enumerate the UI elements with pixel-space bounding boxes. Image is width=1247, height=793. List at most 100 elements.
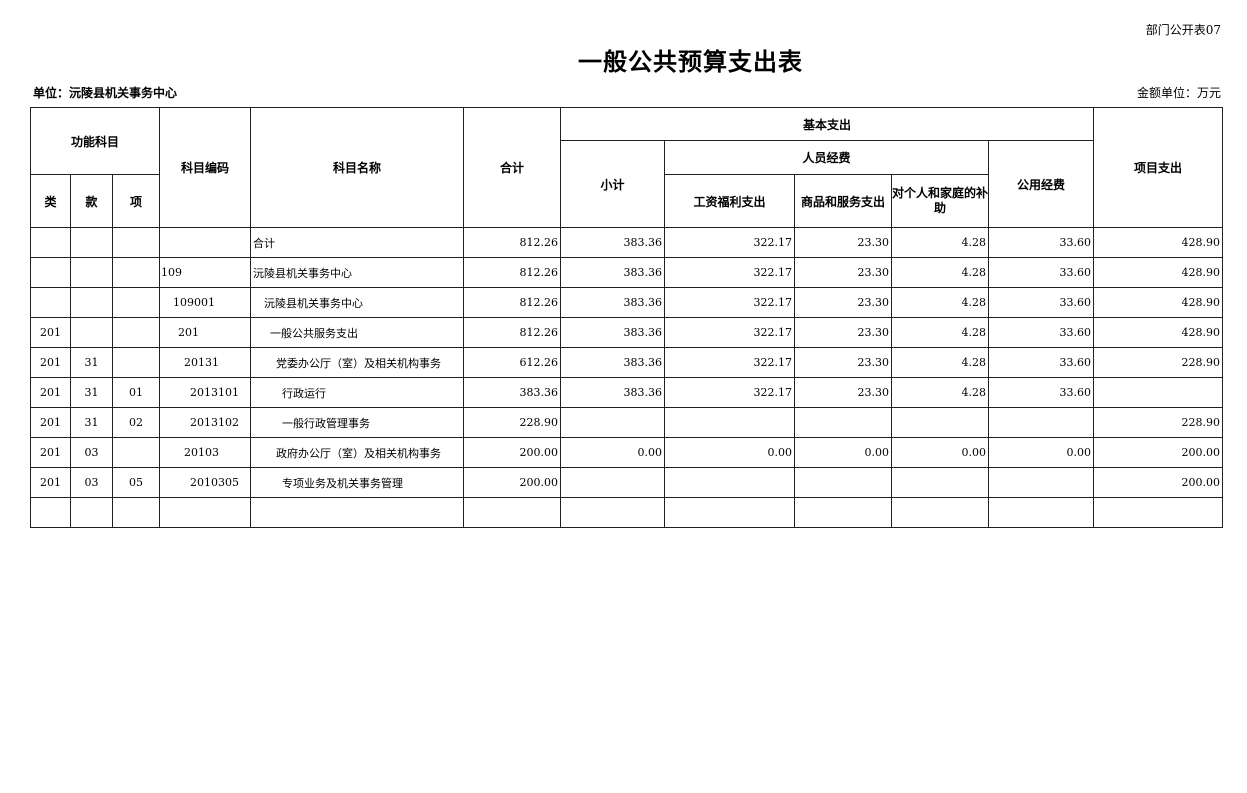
cell-goods: 23.30 (794, 257, 892, 288)
cell-code: 109 (159, 257, 251, 288)
cell-name: 沅陵县机关事务中心 (250, 287, 464, 318)
cell-project: 200.00 (1093, 437, 1223, 468)
cell-name: 合计 (250, 227, 464, 258)
header-wages: 工资福利支出 (664, 174, 795, 228)
table-row: 201 31 20131 党委办公厅（室）及相关机构事务 612.26 383.36 322… (30, 347, 1223, 378)
cell-subtotal (560, 407, 665, 438)
table-row: 201 03 20103 政府办公厅（室）及相关机构事务 200.00 0.00 0.00 0… (30, 437, 1223, 468)
cell-wages: 322.17 (664, 317, 795, 348)
cell-code: 2010305 (159, 467, 251, 498)
cell-name: 沅陵县机关事务中心 (250, 257, 464, 288)
cell-goods (794, 497, 892, 528)
cell-subtotal: 383.36 (560, 257, 665, 288)
cell-subsidy: 4.28 (891, 257, 989, 288)
cell-xiang (112, 497, 160, 528)
cell-subsidy: 4.28 (891, 227, 989, 258)
cell-code: 2013101 (159, 377, 251, 408)
cell-lei: 201 (30, 377, 71, 408)
cell-project: 428.90 (1093, 257, 1223, 288)
cell-total: 812.26 (463, 257, 561, 288)
cell-code: 201 (159, 317, 251, 348)
cell-goods: 23.30 (794, 377, 892, 408)
cell-lei: 201 (30, 317, 71, 348)
header-kuan: 款 (70, 174, 113, 228)
cell-project (1093, 377, 1223, 408)
cell-total: 200.00 (463, 467, 561, 498)
cell-public (988, 467, 1094, 498)
cell-wages: 0.00 (664, 437, 795, 468)
cell-wages: 322.17 (664, 347, 795, 378)
cell-total: 812.26 (463, 317, 561, 348)
cell-public: 33.60 (988, 257, 1094, 288)
header-code: 科目编码 (159, 107, 251, 228)
header-func-subject: 功能科目 (30, 107, 160, 175)
cell-subtotal: 0.00 (560, 437, 665, 468)
cell-public: 33.60 (988, 227, 1094, 258)
table-row: 109001 沅陵县机关事务中心 812.26 383.36 322.17 23.30 4.… (30, 287, 1223, 318)
cell-total: 812.26 (463, 287, 561, 318)
cell-project: 428.90 (1093, 317, 1223, 348)
cell-wages (664, 467, 795, 498)
cell-xiang (112, 257, 160, 288)
cell-xiang: 01 (112, 377, 160, 408)
cell-kuan (70, 497, 113, 528)
header-personnel: 人员经费 (664, 140, 989, 175)
cell-kuan: 31 (70, 377, 113, 408)
cell-kuan (70, 317, 113, 348)
cell-goods: 23.30 (794, 317, 892, 348)
cell-project (1093, 497, 1223, 528)
cell-kuan: 03 (70, 437, 113, 468)
cell-name: 一般公共服务支出 (250, 317, 464, 348)
cell-name (250, 497, 464, 528)
cell-goods (794, 467, 892, 498)
cell-total: 612.26 (463, 347, 561, 378)
cell-xiang (112, 317, 160, 348)
cell-subsidy: 4.28 (891, 347, 989, 378)
cell-total: 383.36 (463, 377, 561, 408)
cell-project: 428.90 (1093, 227, 1223, 258)
cell-goods: 23.30 (794, 287, 892, 318)
table-row: 201 201 一般公共服务支出 812.26 383.36 322.17 23.30 4.2… (30, 317, 1223, 348)
cell-name: 一般行政管理事务 (250, 407, 464, 438)
cell-kuan (70, 287, 113, 318)
cell-wages: 322.17 (664, 377, 795, 408)
cell-name: 政府办公厅（室）及相关机构事务 (250, 437, 464, 468)
cell-subtotal (560, 497, 665, 528)
table-row: 201 31 01 2013101 行政运行 383.36 383.36 322.17 23.3… (30, 377, 1223, 408)
cell-lei: 201 (30, 407, 71, 438)
cell-wages: 322.17 (664, 257, 795, 288)
cell-subsidy: 4.28 (891, 377, 989, 408)
cell-total: 228.90 (463, 407, 561, 438)
cell-code (159, 227, 251, 258)
cell-public: 33.60 (988, 347, 1094, 378)
cell-goods: 23.30 (794, 227, 892, 258)
header-project: 项目支出 (1093, 107, 1223, 228)
cell-xiang (112, 287, 160, 318)
amount-unit: 金额单位：万元 (1136, 86, 1221, 100)
cell-subtotal (560, 467, 665, 498)
form-number: 部门公开表07 (1145, 23, 1221, 37)
header-public: 公用经费 (988, 140, 1094, 228)
cell-name: 党委办公厅（室）及相关机构事务 (250, 347, 464, 378)
cell-goods: 0.00 (794, 437, 892, 468)
table-row: 201 03 05 2010305 专项业务及机关事务管理 200.00 200.00 (30, 467, 1223, 498)
cell-code: 20103 (159, 437, 251, 468)
header-subtotal: 小计 (560, 140, 665, 228)
header-lei: 类 (30, 174, 71, 228)
cell-public: 33.60 (988, 287, 1094, 318)
table-row: 合计 812.26 383.36 322.17 23.30 4.28 33.60 428.90 (30, 227, 1223, 258)
cell-project: 428.90 (1093, 287, 1223, 318)
cell-wages: 322.17 (664, 227, 795, 258)
cell-subtotal: 383.36 (560, 377, 665, 408)
cell-lei (30, 257, 71, 288)
cell-subsidy (891, 497, 989, 528)
cell-name: 专项业务及机关事务管理 (250, 467, 464, 498)
cell-lei (30, 227, 71, 258)
cell-xiang: 02 (112, 407, 160, 438)
table-row: 201 31 02 2013102 一般行政管理事务 228.90 228.90 (30, 407, 1223, 438)
header-name: 科目名称 (250, 107, 464, 228)
cell-name: 行政运行 (250, 377, 464, 408)
cell-kuan (70, 257, 113, 288)
cell-goods (794, 407, 892, 438)
cell-code: 109001 (159, 287, 251, 318)
